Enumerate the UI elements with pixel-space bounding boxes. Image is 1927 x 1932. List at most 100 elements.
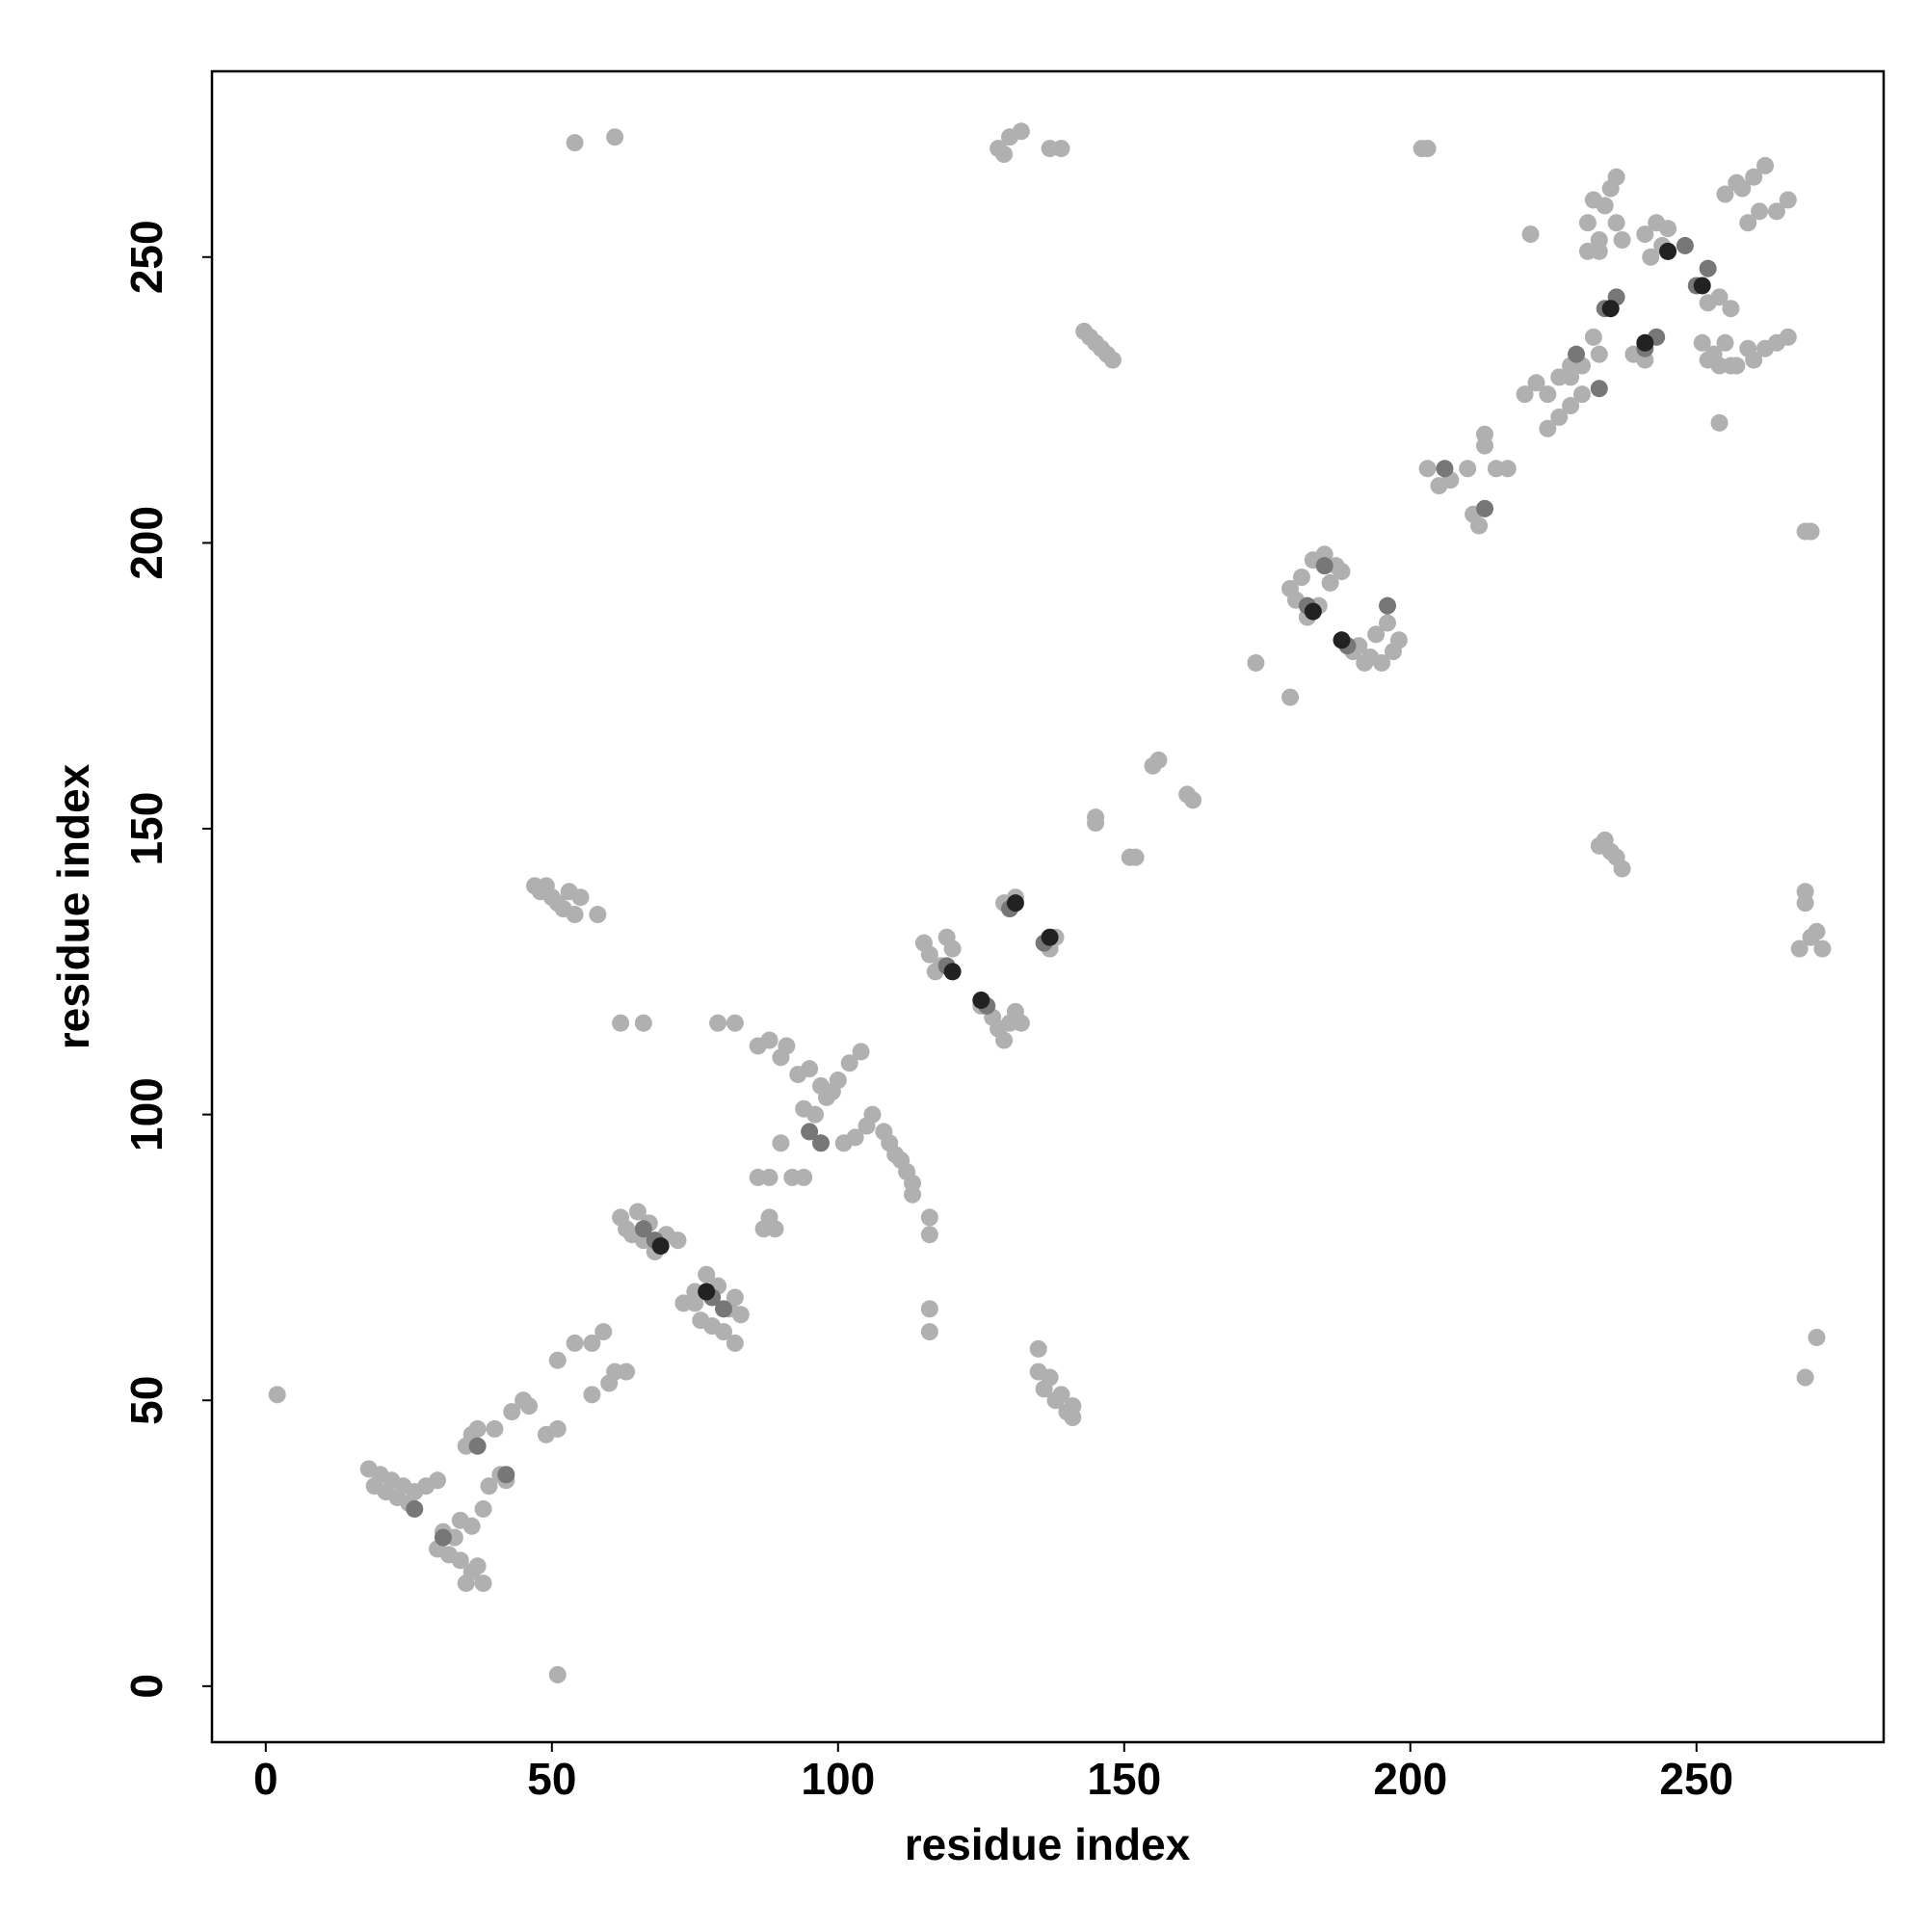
x-tick-label: 150	[1087, 1754, 1161, 1804]
point	[1367, 625, 1386, 644]
point	[1550, 408, 1569, 426]
point	[1699, 294, 1717, 312]
point	[497, 1466, 515, 1484]
point	[1379, 614, 1397, 632]
point	[1767, 202, 1785, 221]
point	[920, 1300, 938, 1318]
point	[1029, 1339, 1047, 1358]
point	[1459, 460, 1477, 478]
point	[904, 1185, 922, 1204]
point	[1470, 516, 1489, 535]
x-tick-label: 250	[1659, 1754, 1733, 1804]
point	[520, 1397, 539, 1416]
x-tick-label: 50	[527, 1754, 576, 1804]
point	[1247, 653, 1265, 672]
x-tick-label: 100	[801, 1754, 875, 1804]
point	[1642, 248, 1660, 266]
point	[1012, 122, 1030, 141]
point	[634, 1014, 652, 1032]
y-tick-label: 250	[121, 220, 172, 294]
point	[1676, 236, 1694, 254]
point	[268, 1386, 286, 1404]
point	[634, 1220, 652, 1238]
point	[1751, 202, 1769, 221]
point	[1356, 653, 1374, 672]
point	[1659, 242, 1677, 260]
point	[1041, 1368, 1059, 1387]
point	[606, 128, 624, 146]
point	[1659, 220, 1677, 238]
point	[1006, 894, 1024, 913]
point	[920, 1323, 938, 1341]
y-tick-label: 0	[121, 1674, 172, 1699]
point	[1802, 522, 1820, 541]
point	[594, 1323, 613, 1341]
point	[1550, 368, 1569, 386]
point	[468, 1437, 487, 1455]
point	[589, 906, 607, 924]
point	[1745, 168, 1763, 186]
point	[537, 1425, 555, 1443]
point	[429, 1471, 447, 1490]
point	[920, 1208, 938, 1227]
point	[1613, 231, 1631, 250]
x-tick-label: 200	[1373, 1754, 1447, 1804]
point	[1379, 596, 1397, 615]
point	[1796, 1368, 1814, 1387]
point	[612, 1014, 630, 1032]
y-tick-label: 50	[121, 1376, 172, 1425]
point	[1516, 385, 1534, 404]
point	[1693, 277, 1711, 295]
point	[1716, 333, 1734, 352]
point	[566, 906, 584, 924]
point	[995, 1031, 1014, 1049]
point	[834, 1134, 853, 1152]
point	[1636, 225, 1654, 244]
point	[811, 1134, 830, 1152]
point	[468, 1557, 487, 1575]
point	[583, 1386, 601, 1404]
point	[1144, 756, 1162, 775]
point	[1521, 225, 1540, 244]
point	[480, 1477, 498, 1495]
point	[1539, 385, 1557, 404]
point	[698, 1283, 716, 1301]
point	[1590, 345, 1608, 363]
point	[1333, 563, 1351, 581]
point	[474, 1499, 492, 1518]
point	[548, 1665, 567, 1683]
point	[943, 940, 962, 958]
point	[829, 1072, 847, 1090]
point	[1498, 460, 1517, 478]
point	[852, 1043, 870, 1061]
point	[1590, 380, 1608, 398]
x-axis-title: residue index	[905, 1819, 1191, 1869]
point	[1607, 214, 1625, 232]
point	[1315, 557, 1333, 575]
plot-frame	[210, 69, 1886, 1744]
point	[1636, 333, 1654, 352]
point	[1756, 156, 1775, 174]
point	[817, 1088, 835, 1106]
point	[1568, 345, 1586, 363]
point	[618, 1363, 636, 1381]
point	[1087, 814, 1105, 833]
point	[1292, 569, 1310, 587]
point	[726, 1014, 744, 1032]
point	[1389, 631, 1408, 649]
point	[772, 1134, 790, 1152]
x-tick-label: 0	[253, 1754, 278, 1804]
point	[801, 1060, 819, 1078]
point	[1064, 1397, 1082, 1416]
point	[920, 1226, 938, 1244]
point	[1041, 928, 1059, 946]
point	[486, 1419, 504, 1438]
point	[731, 1306, 750, 1324]
point	[451, 1551, 469, 1570]
point	[1710, 357, 1729, 375]
point	[1572, 385, 1591, 404]
point	[1121, 848, 1139, 866]
point	[1796, 894, 1814, 913]
